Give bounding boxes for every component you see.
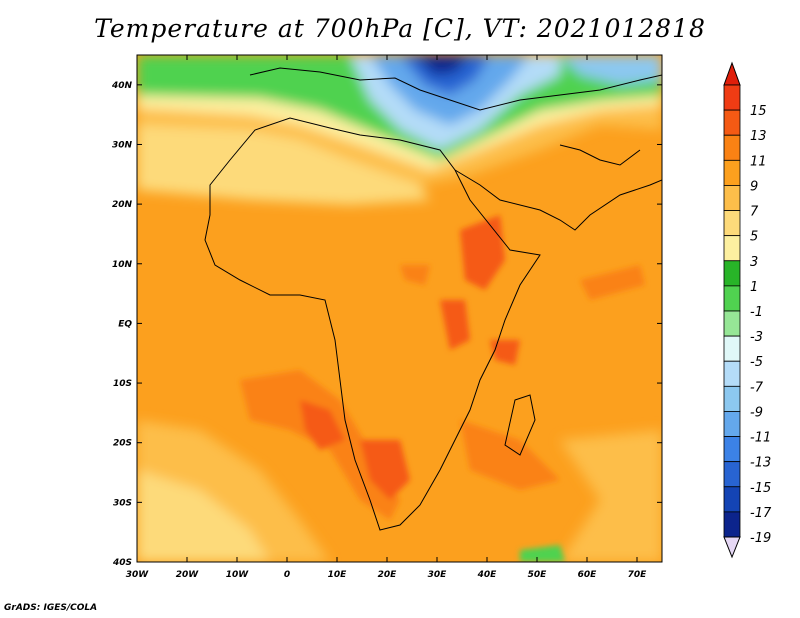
chart-title: Temperature at 700hPa [C], VT: 202101281… — [94, 14, 706, 43]
colorbar-label: -5 — [750, 355, 763, 370]
coastlines — [204, 67, 662, 531]
colorbar-swatch — [723, 436, 741, 463]
colorbar-label: 7 — [750, 205, 759, 220]
colorbar-label: -9 — [750, 405, 763, 420]
colorbar-label: 1 — [750, 280, 758, 295]
colorbar-swatch — [723, 210, 741, 237]
colorbar-label: -11 — [750, 431, 771, 446]
colorbar-label: 5 — [750, 230, 758, 245]
colorbar-swatch — [723, 385, 741, 412]
colorbar: 15 13 11 9 7 5 3 1 -1 -3 -5 -7 -9 -11 -13 -15 -17 -19 — [723, 61, 772, 559]
lon-tick-label: 10W — [226, 570, 250, 580]
colorbar-label: 13 — [750, 129, 767, 144]
colorbar-swatch — [723, 109, 741, 136]
lat-tick-label: 20N — [112, 200, 133, 210]
lon-tick-label: 10E — [328, 570, 348, 580]
colorbar-label: -1 — [750, 305, 763, 320]
lon-tick-label: 70E — [628, 570, 648, 580]
lat-tick-label: 30S — [113, 498, 132, 508]
lon-tick-label: 30E — [428, 570, 448, 580]
colorbar-label: 3 — [750, 255, 758, 270]
colorbar-swatch — [723, 285, 741, 312]
colorbar-swatch — [723, 411, 741, 437]
colorbar-label: 11 — [750, 154, 767, 169]
colorbar-swatch — [723, 235, 741, 262]
colorbar-swatch — [723, 185, 741, 211]
colorbar-label: -3 — [750, 330, 763, 345]
lon-tick-label: 40E — [477, 570, 498, 580]
colorbar-swatch — [723, 486, 741, 513]
lat-tick-label: 20S — [113, 439, 132, 449]
colorbar-swatch — [723, 511, 741, 538]
colorbar-swatch — [723, 159, 741, 186]
lat-tick-label: 40N — [111, 81, 133, 91]
lon-tick-label: 20E — [378, 570, 398, 580]
lon-tick-label: 20W — [176, 570, 200, 580]
colorbar-swatch — [723, 134, 741, 161]
colorbar-label: 9 — [750, 179, 758, 194]
map-frame — [136, 54, 663, 563]
lon-tick-label: 50E — [528, 570, 548, 580]
colorbar-swatch — [723, 335, 741, 362]
lon-tick-label: 0 — [284, 570, 290, 580]
colorbar-swatch — [723, 461, 741, 488]
credit-text: GrADS: IGES/COLA — [4, 603, 98, 613]
temperature-field — [137, 55, 662, 562]
colorbar-top-arrow — [723, 61, 741, 86]
lat-tick-label: 30N — [112, 140, 133, 150]
lat-tick-label: EQ — [118, 319, 132, 329]
lon-tick-label: 60E — [578, 570, 598, 580]
colorbar-bottom-arrow — [723, 536, 741, 559]
lat-tick-label: 40S — [112, 558, 132, 568]
colorbar-label: -19 — [750, 531, 771, 546]
colorbar-swatch — [723, 310, 741, 337]
lon-tick-label: 30W — [126, 570, 150, 580]
lat-tick-label: 10N — [112, 260, 133, 270]
colorbar-label: -15 — [750, 481, 771, 496]
colorbar-label: -17 — [750, 506, 772, 521]
colorbar-swatch — [723, 360, 741, 387]
colorbar-label: -13 — [750, 456, 771, 471]
colorbar-label: -7 — [750, 380, 764, 395]
colorbar-swatch — [723, 84, 741, 111]
colorbar-label: 15 — [750, 104, 767, 119]
colorbar-swatch — [723, 260, 741, 287]
lat-tick-label: 10S — [113, 379, 132, 389]
